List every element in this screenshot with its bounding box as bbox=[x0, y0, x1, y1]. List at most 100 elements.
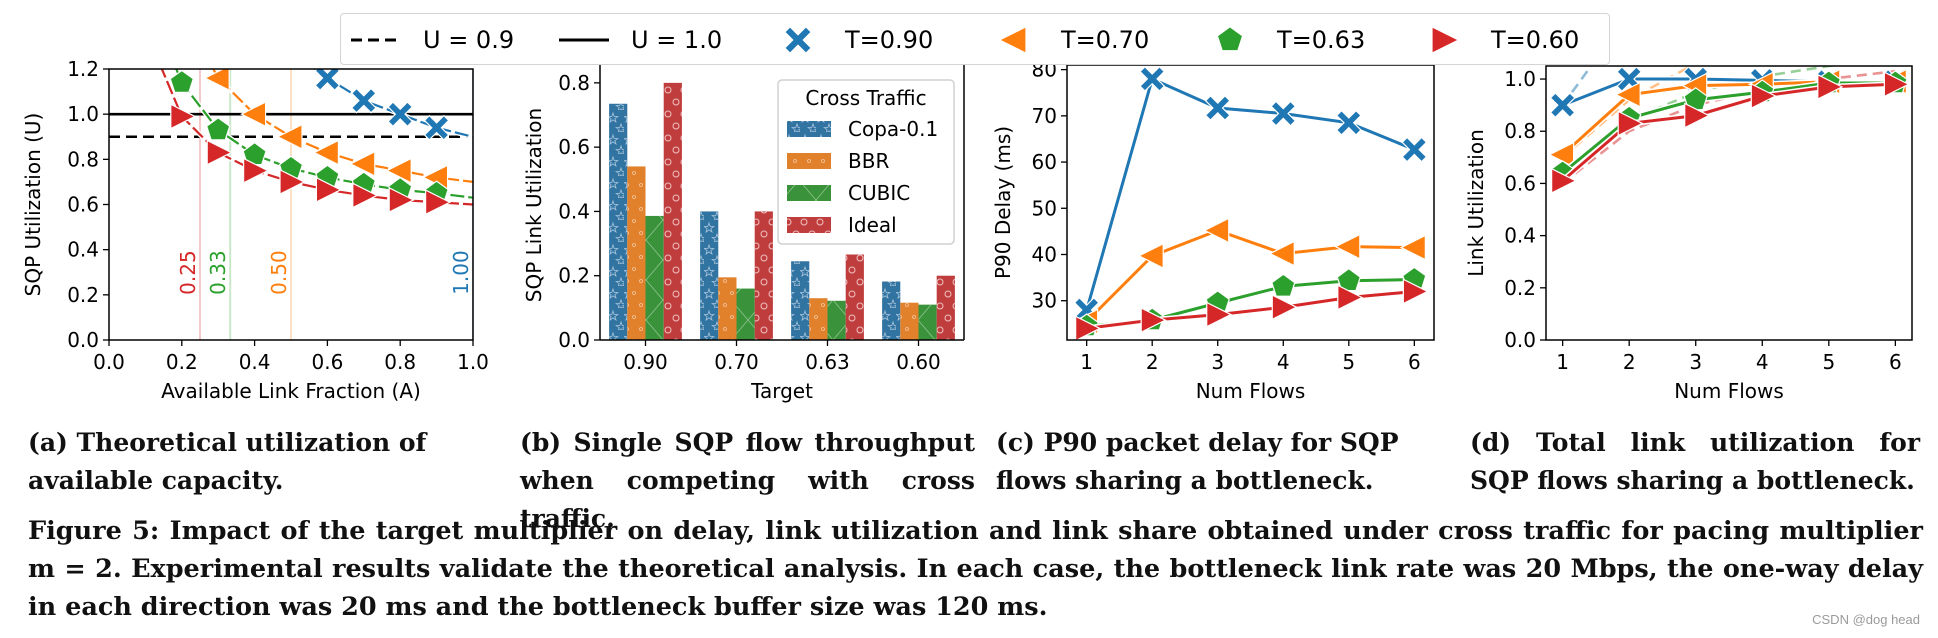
threshold-label: 0.25 bbox=[176, 250, 200, 295]
data-point-T=0.60 bbox=[1140, 307, 1167, 334]
watermark: CSDN @dog head bbox=[1812, 612, 1920, 627]
x-axis-label: Num Flows bbox=[1196, 379, 1306, 403]
y-tick-label: 30 bbox=[1032, 289, 1057, 313]
x-tick-label: 0.63 bbox=[805, 350, 850, 374]
data-point-T=0.70 bbox=[312, 139, 339, 166]
axes-frame bbox=[1545, 65, 1913, 341]
data-point-T=0.60 bbox=[425, 189, 452, 216]
series-line-T=0.63 bbox=[1561, 81, 1896, 175]
bar-legend: Cross Traffic Copa-0.1 BBR CUBIC Ideal bbox=[777, 79, 955, 245]
y-tick-label: 0.0 bbox=[1504, 328, 1536, 352]
y-tick-label: 0.6 bbox=[558, 135, 590, 159]
x-tick-label: 0.4 bbox=[239, 350, 271, 374]
data-point-T=0.60 bbox=[243, 157, 270, 184]
y-tick-label: 0.8 bbox=[558, 71, 590, 95]
x-tick-label: 0.6 bbox=[311, 350, 343, 374]
y-axis-label: P90 Delay (ms) bbox=[991, 126, 1015, 279]
data-point-T=0.60 bbox=[1551, 167, 1578, 194]
data-point-T=0.60 bbox=[1750, 82, 1777, 110]
legend-swatch-hatch bbox=[787, 185, 831, 201]
data-point-T=0.90 bbox=[1270, 100, 1297, 127]
x-tick-label: 5 bbox=[1342, 350, 1355, 374]
y-tick-label: 0.0 bbox=[67, 328, 99, 352]
y-axis-label: Link Utilization bbox=[1464, 129, 1488, 277]
theory-line-T=0.60 bbox=[1561, 69, 1896, 185]
bar-hatch bbox=[700, 211, 719, 340]
bar-hatch bbox=[809, 298, 828, 340]
legend-label: T=0.63 bbox=[1276, 26, 1365, 54]
series-line-T=0.63 bbox=[175, 69, 473, 199]
x-tick-label: 0.8 bbox=[384, 350, 416, 374]
x-tick-label: 5 bbox=[1822, 350, 1835, 374]
theory-line-T=0.90 bbox=[1561, 66, 1593, 106]
data-point-T=0.63 bbox=[169, 69, 195, 93]
y-tick-label: 0.6 bbox=[67, 193, 99, 217]
legend-label: BBR bbox=[848, 149, 889, 173]
data-point-T=0.60 bbox=[1684, 102, 1711, 129]
legend-label: T=0.60 bbox=[1490, 26, 1579, 54]
data-point-T=0.60 bbox=[1402, 278, 1429, 305]
data-point-T=0.90 bbox=[314, 69, 341, 91]
y-axis-label: SQP Utilization (U) bbox=[21, 113, 45, 297]
bar-hatch bbox=[754, 211, 773, 340]
legend-label: Copa-0.1 bbox=[848, 117, 938, 141]
data-point-T=0.60 bbox=[1075, 315, 1102, 340]
data-point-T=0.60 bbox=[1206, 301, 1233, 328]
y-tick-label: 0.2 bbox=[1504, 276, 1536, 300]
y-tick-label: 0.0 bbox=[558, 328, 590, 352]
plot-area bbox=[109, 69, 473, 340]
data-point-T=0.70 bbox=[1548, 141, 1575, 168]
y-tick-label: 1.0 bbox=[67, 102, 99, 126]
caption-a: (a) Theoretical utilization of available… bbox=[28, 428, 427, 495]
x-axis-label: Target bbox=[750, 379, 813, 403]
y-tick-label: 0.6 bbox=[1504, 171, 1536, 195]
legend-item-T0.63: T=0.63 bbox=[1216, 26, 1365, 54]
y-tick-label: 40 bbox=[1032, 242, 1057, 266]
series-line-T=0.70 bbox=[1561, 80, 1896, 156]
bar-hatch bbox=[718, 277, 737, 340]
legend-label: U = 1.0 bbox=[631, 26, 722, 54]
data-point-T=0.90 bbox=[1335, 109, 1362, 136]
data-point-T=0.90 bbox=[1204, 95, 1231, 121]
panel-d-link-utilization-chart: 0.0 0.2 0.4 0.6 0.8 1.0 1 2 3 4 5 6 Num Flows Link Ut… bbox=[1464, 65, 1913, 403]
x-tick-label: 0.2 bbox=[166, 350, 198, 374]
data-point-T=0.60 bbox=[206, 139, 233, 166]
data-point-T=0.70 bbox=[1614, 81, 1641, 108]
figure-caption: Figure 5: Impact of the target multiplie… bbox=[28, 516, 1923, 622]
y-tick-label: 0.2 bbox=[67, 283, 99, 307]
bar-hatch bbox=[627, 166, 646, 340]
data-point-T=0.60 bbox=[1271, 294, 1298, 321]
y-tick-label: 1.2 bbox=[67, 57, 99, 81]
x-tick-label: 2 bbox=[1146, 350, 1159, 374]
bar-hatch bbox=[791, 261, 810, 340]
x-tick-label: 6 bbox=[1889, 350, 1902, 374]
legend-label: T=0.70 bbox=[1060, 26, 1149, 54]
panel-a-utilization-chart: 0.25 0.33 0.50 1.00 0.0 0.2 0.4 0.6 0.8 1.0 1.2 0.0… bbox=[21, 57, 489, 403]
data-point-T=0.90 bbox=[350, 87, 377, 114]
y-tick-label: 0.8 bbox=[67, 147, 99, 171]
x-tick-label: 0.60 bbox=[896, 350, 941, 374]
series-halo bbox=[1560, 78, 1896, 157]
bar-hatch bbox=[918, 304, 937, 340]
series-line-T=0.60 bbox=[160, 69, 473, 206]
data-point-T=0.60 bbox=[170, 103, 197, 130]
x-tick-label: 0.0 bbox=[93, 350, 125, 374]
y-tick-label: 60 bbox=[1032, 150, 1057, 174]
bar-hatch bbox=[736, 288, 755, 340]
legend-item-T0.90: T=0.90 bbox=[783, 25, 933, 55]
bar-hatch bbox=[609, 103, 628, 340]
data-point-T=0.60 bbox=[388, 186, 415, 214]
y-tick-label: 0.4 bbox=[67, 238, 99, 262]
data-point-T=0.70 bbox=[276, 123, 303, 150]
x-tick-label: 6 bbox=[1408, 350, 1421, 374]
data-point-T=0.60 bbox=[1337, 284, 1364, 311]
bar-hatch bbox=[882, 281, 901, 340]
data-point-T=0.60 bbox=[352, 182, 379, 209]
x-tick-label: 3 bbox=[1211, 350, 1224, 374]
x-tick-label: 4 bbox=[1277, 350, 1290, 374]
x-axis-label: Num Flows bbox=[1674, 379, 1784, 403]
threshold-label: 0.33 bbox=[206, 250, 230, 295]
plot-area bbox=[1548, 66, 1910, 194]
x-tick-label: 3 bbox=[1689, 350, 1702, 374]
x-tick-label: 1 bbox=[1080, 350, 1093, 374]
